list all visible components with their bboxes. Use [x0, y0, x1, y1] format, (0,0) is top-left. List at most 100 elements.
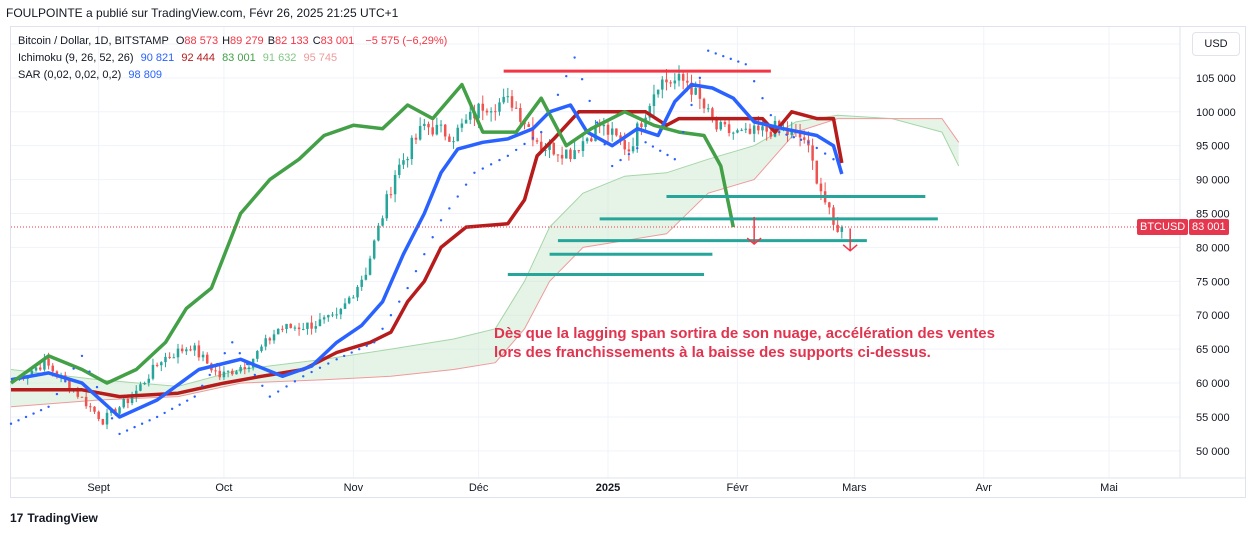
candle-body — [97, 411, 100, 420]
sar-dot — [373, 341, 376, 344]
candle-body — [431, 127, 434, 135]
candle-body — [573, 150, 576, 160]
legend-sar-row[interactable]: SAR (0,02, 0,02, 0,2) 98 809 — [18, 69, 166, 81]
sar-dot — [580, 78, 584, 81]
sar-dot — [489, 163, 493, 166]
candle-body — [623, 140, 626, 150]
candle-body — [552, 142, 556, 155]
publisher-line: FOULPOINTE a publié sur TradingView.com,… — [6, 6, 399, 20]
sar-dot — [381, 327, 384, 330]
sar-dot — [523, 142, 526, 146]
candle-body — [289, 323, 292, 328]
sar-dot — [690, 103, 693, 107]
sar-dot — [133, 425, 136, 429]
candle-body — [84, 396, 88, 407]
ichimoku-span-a-value: 91 632 — [262, 52, 297, 64]
sar-dot — [17, 419, 20, 422]
candle-body — [761, 126, 764, 131]
candle-body — [819, 183, 823, 192]
candle-body — [711, 108, 714, 119]
candle-body — [706, 108, 710, 110]
sar-dot — [722, 54, 725, 58]
sar-dot — [707, 49, 710, 52]
candle-body — [510, 96, 514, 108]
candle-body — [460, 123, 464, 128]
candle-body — [727, 124, 731, 134]
symbol-description: Bitcoin / Dollar, 1D, BITSTAMP — [18, 35, 169, 47]
y-tick-label: 105 000 — [1196, 73, 1236, 85]
candle-body — [527, 124, 530, 127]
candle-body — [757, 125, 760, 131]
candle-body — [398, 164, 401, 175]
candle-body — [498, 102, 501, 112]
candle-body — [118, 407, 121, 414]
candle-body — [201, 354, 205, 358]
candle-body — [690, 82, 693, 95]
candle-body — [318, 319, 322, 327]
candle-body — [452, 141, 455, 143]
sar-dot — [565, 74, 568, 78]
candle-body — [310, 322, 313, 329]
candle-body — [677, 74, 681, 81]
sar-dot — [246, 362, 249, 366]
sar-dot — [531, 136, 535, 140]
candle-body — [418, 125, 422, 140]
sar-dot — [556, 93, 560, 97]
sar-dot — [431, 236, 434, 239]
sar-dot — [88, 370, 91, 373]
candle-body — [339, 308, 343, 315]
candle-body — [832, 207, 835, 225]
candle-body — [569, 149, 572, 160]
candle-body — [815, 160, 819, 184]
candle-body — [139, 384, 142, 391]
annotation-line-1: Dès que la lagging span sortira de son n… — [494, 325, 995, 342]
candle-body — [189, 349, 192, 351]
candle-body — [235, 371, 238, 375]
candle-body — [494, 111, 497, 113]
candle-body — [185, 349, 188, 352]
candle-body — [773, 120, 777, 137]
sar-dot — [603, 143, 606, 146]
candle-body — [285, 323, 288, 330]
sar-dot — [357, 347, 361, 351]
sar-dot — [302, 375, 305, 378]
sar-dot — [729, 57, 732, 61]
candle-body — [798, 131, 802, 138]
sar-dot — [414, 269, 418, 273]
legend-ichimoku-row[interactable]: Ichimoku (9, 26, 52, 26) 90 821 92 444 8… — [18, 52, 341, 64]
candle-body — [836, 224, 839, 232]
sar-dot — [318, 366, 322, 369]
candle-body — [748, 128, 752, 134]
sar-dot — [439, 219, 443, 222]
candle-body — [619, 135, 622, 141]
candle-body — [410, 137, 414, 160]
currency-button[interactable]: USD — [1192, 32, 1240, 56]
candle-body — [606, 124, 610, 135]
x-tick-label: Déc — [469, 482, 489, 494]
candle-body — [197, 345, 201, 358]
candle-body — [222, 371, 226, 378]
candle-body — [811, 145, 814, 161]
candle-body — [122, 398, 125, 408]
sar-dot — [698, 76, 702, 80]
candle-body — [723, 121, 727, 125]
candle-body — [47, 358, 50, 366]
candle-body — [535, 140, 539, 142]
sar-dot — [573, 56, 576, 59]
candle-body — [364, 274, 368, 280]
tradingview-footer[interactable]: 17 TradingView — [10, 511, 98, 525]
y-tick-label: 50 000 — [1196, 446, 1230, 458]
candle-body — [514, 107, 518, 109]
candle-body — [76, 389, 80, 397]
sar-dot — [389, 314, 393, 317]
annotation-line-2: lors des franchissements à la baisse des… — [494, 344, 931, 361]
candle-body — [172, 357, 176, 359]
ichimoku-lagging-value: 83 001 — [222, 52, 256, 64]
candle-body — [247, 367, 251, 370]
price-tag-symbol: BTCUSD — [1137, 219, 1189, 236]
chart-pane[interactable] — [10, 26, 1246, 498]
ichimoku-label: Ichimoku (9, 26, 52, 26) — [18, 52, 134, 64]
candle-body — [565, 149, 568, 159]
candle-body — [381, 218, 384, 226]
